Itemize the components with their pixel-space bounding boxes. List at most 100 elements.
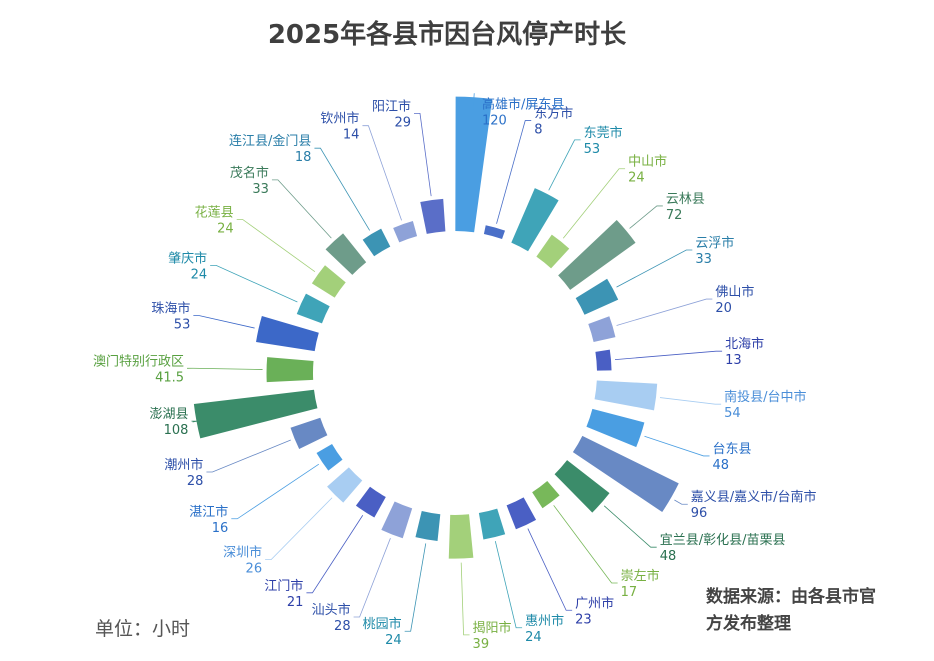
category-label-27: 连江县/金门县 [229, 133, 311, 149]
leader-line-30 [472, 93, 479, 113]
category-label-18: 深圳市 [223, 545, 262, 561]
category-label-15: 桃园市 [363, 616, 402, 632]
value-label-19: 16 [212, 521, 229, 536]
bar-15 [415, 511, 441, 541]
value-label-10: 48 [660, 549, 677, 564]
value-label-27: 18 [295, 150, 312, 165]
category-label-20: 潮州市 [164, 457, 203, 473]
leader-line-0 [496, 120, 532, 224]
bar-9 [572, 435, 679, 513]
value-label-13: 24 [525, 630, 542, 645]
value-label-14: 39 [473, 637, 490, 652]
category-label-30: 高雄市/屏东县 [482, 97, 564, 113]
value-label-18: 26 [246, 562, 263, 577]
value-label-0: 8 [534, 123, 542, 138]
bar-27 [362, 228, 391, 257]
category-label-4: 云浮市 [695, 235, 734, 251]
leader-line-13 [494, 541, 523, 629]
leader-line-8 [644, 435, 710, 457]
category-label-11: 崇左市 [621, 568, 660, 584]
bar-16 [381, 501, 413, 539]
bar-2 [536, 234, 570, 269]
category-label-22: 澳门特别行政区 [93, 353, 184, 369]
category-label-23: 珠海市 [151, 301, 190, 317]
value-label-15: 24 [385, 633, 402, 648]
value-label-6: 13 [725, 353, 742, 368]
category-label-14: 揭阳市 [473, 620, 512, 636]
bar-20 [290, 417, 328, 449]
category-label-29: 阳江市 [372, 98, 411, 114]
category-label-6: 北海市 [725, 336, 764, 352]
leader-line-14 [460, 562, 470, 636]
bar-28 [393, 221, 418, 243]
category-label-26: 茂名市 [230, 165, 269, 181]
category-label-3: 云林县 [666, 192, 705, 207]
bar-5 [588, 316, 616, 343]
bar-26 [325, 233, 367, 275]
leader-line-11 [553, 505, 618, 584]
bar-29 [420, 198, 446, 234]
leader-line-19 [231, 463, 320, 520]
value-label-7: 54 [724, 406, 741, 421]
value-label-22: 41.5 [155, 370, 184, 385]
bar-22 [266, 357, 314, 383]
leader-line-3 [629, 205, 663, 229]
category-label-0: 东方市 [534, 106, 573, 122]
bar-13 [478, 508, 506, 540]
bar-24 [296, 293, 330, 324]
bar-8 [586, 408, 645, 448]
leader-line-17 [306, 515, 364, 594]
bar-17 [355, 486, 386, 518]
bar-14 [448, 514, 474, 559]
leader-line-24 [210, 264, 298, 303]
leader-line-26 [271, 179, 332, 239]
bar-7 [594, 380, 658, 411]
category-label-9: 嘉义县/嘉义市/台南市 [691, 489, 817, 505]
leader-line-29 [413, 112, 432, 197]
leader-line-20 [206, 439, 291, 473]
category-label-8: 台东县 [713, 442, 752, 457]
category-label-13: 惠州市 [525, 613, 564, 629]
bar-11 [532, 480, 560, 509]
value-label-17: 21 [287, 595, 304, 610]
category-label-2: 中山市 [628, 154, 667, 170]
bar-19 [316, 444, 343, 471]
category-label-21: 澎湖县 [149, 407, 188, 422]
leader-line-18 [265, 497, 333, 561]
leader-line-6 [614, 350, 723, 361]
value-label-16: 28 [334, 619, 351, 634]
leader-line-12 [527, 528, 573, 611]
leader-line-9 [674, 499, 688, 505]
value-label-2: 24 [628, 171, 645, 186]
value-label-28: 14 [343, 128, 360, 143]
value-label-21: 108 [164, 423, 189, 438]
value-label-5: 20 [715, 301, 732, 316]
bar-12 [506, 497, 537, 530]
leader-line-27 [314, 147, 371, 231]
leader-line-15 [404, 543, 427, 632]
unit-note: 单位：小时 [95, 618, 191, 640]
category-label-25: 花莲县 [195, 204, 234, 220]
value-label-12: 23 [575, 612, 592, 627]
value-label-8: 48 [713, 458, 730, 473]
value-label-1: 53 [584, 142, 601, 157]
bar-1 [511, 188, 559, 252]
category-label-19: 湛江市 [189, 504, 228, 520]
value-label-25: 24 [217, 221, 234, 236]
bar-6 [595, 349, 612, 371]
bar-25 [311, 265, 346, 298]
value-label-23: 53 [174, 318, 191, 333]
leader-line-7 [659, 397, 722, 405]
category-label-5: 佛山市 [715, 284, 754, 300]
leader-line-22 [187, 367, 263, 370]
category-label-10: 宜兰县/彰化县/苗栗县 [660, 532, 786, 548]
leader-line-28 [362, 125, 402, 221]
leader-line-23 [193, 315, 255, 329]
value-label-20: 28 [187, 474, 204, 489]
value-label-9: 96 [691, 506, 708, 521]
category-label-17: 江门市 [264, 578, 303, 594]
value-label-24: 24 [191, 267, 208, 282]
leader-line-25 [236, 219, 316, 273]
category-label-24: 肇庆市 [168, 250, 207, 266]
